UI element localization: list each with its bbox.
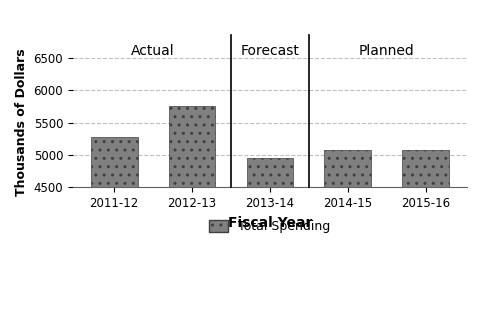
Bar bbox=[169, 107, 215, 321]
Bar bbox=[247, 158, 294, 321]
X-axis label: Fiscal Year: Fiscal Year bbox=[228, 216, 312, 230]
Y-axis label: Thousands of Dollars: Thousands of Dollars bbox=[15, 49, 28, 196]
Bar bbox=[402, 150, 449, 321]
Text: Forecast: Forecast bbox=[241, 44, 299, 58]
Bar bbox=[324, 150, 371, 321]
Bar bbox=[91, 137, 137, 321]
Text: Actual: Actual bbox=[131, 44, 175, 58]
Legend: Total Spending: Total Spending bbox=[204, 215, 335, 238]
Text: Planned: Planned bbox=[359, 44, 415, 58]
